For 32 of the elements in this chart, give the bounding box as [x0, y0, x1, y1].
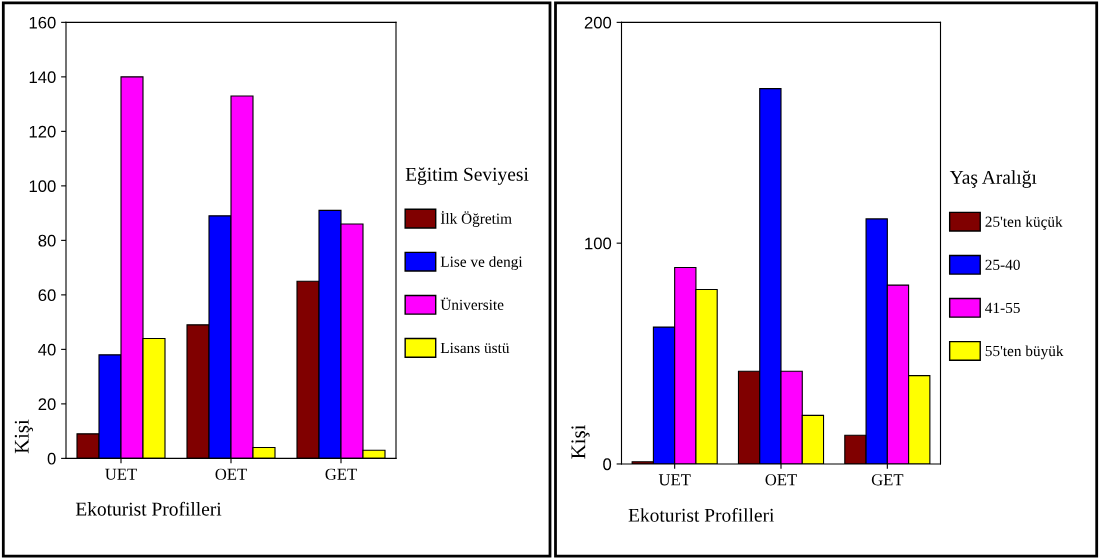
x-tick-label: OET	[765, 474, 797, 486]
y-tick-label: 0	[603, 458, 612, 471]
y-tick-label: 100	[29, 180, 56, 193]
legend-title: Eğitim Seviyesi	[405, 167, 529, 185]
y-tick-label: 20	[38, 398, 56, 411]
legend-label: İlk Öğretim	[440, 211, 512, 227]
x-axis-title: Ekoturist Profilleri	[75, 501, 222, 516]
legend-label: Lise ve dengi	[440, 256, 523, 271]
x-tick-label: UET	[658, 474, 691, 486]
y-tick-label: 60	[38, 289, 56, 302]
legend-title: Yaş Aralığı	[949, 170, 1037, 188]
legend-label: 41-55	[985, 302, 1020, 314]
y-axis-title: Kişi	[14, 419, 33, 454]
x-tick-label: UET	[105, 468, 137, 480]
y-tick-label: 120	[29, 125, 56, 138]
x-tick-label: GET	[325, 468, 357, 480]
y-tick-label: 140	[29, 71, 56, 84]
legend-label: 55'ten büyük	[985, 345, 1064, 360]
x-tick-label: GET	[871, 474, 904, 486]
legend-label: Lisans üstü	[440, 342, 510, 354]
y-tick-label: 200	[584, 16, 612, 29]
y-tick-label: 40	[38, 343, 56, 356]
x-axis-title: Ekoturist Profilleri	[628, 507, 775, 522]
y-tick-label: 80	[38, 234, 56, 247]
x-tick-label: OET	[215, 468, 247, 480]
y-axis-title: Kişi	[571, 424, 590, 459]
y-tick-label: 100	[585, 237, 612, 250]
legend-label: 25-40	[985, 259, 1020, 270]
y-tick-label: 160	[29, 16, 56, 29]
legend-label: 25'ten küçük	[985, 216, 1063, 230]
legend-label: Üniversite	[440, 297, 504, 310]
y-tick-label: 0	[47, 452, 56, 465]
